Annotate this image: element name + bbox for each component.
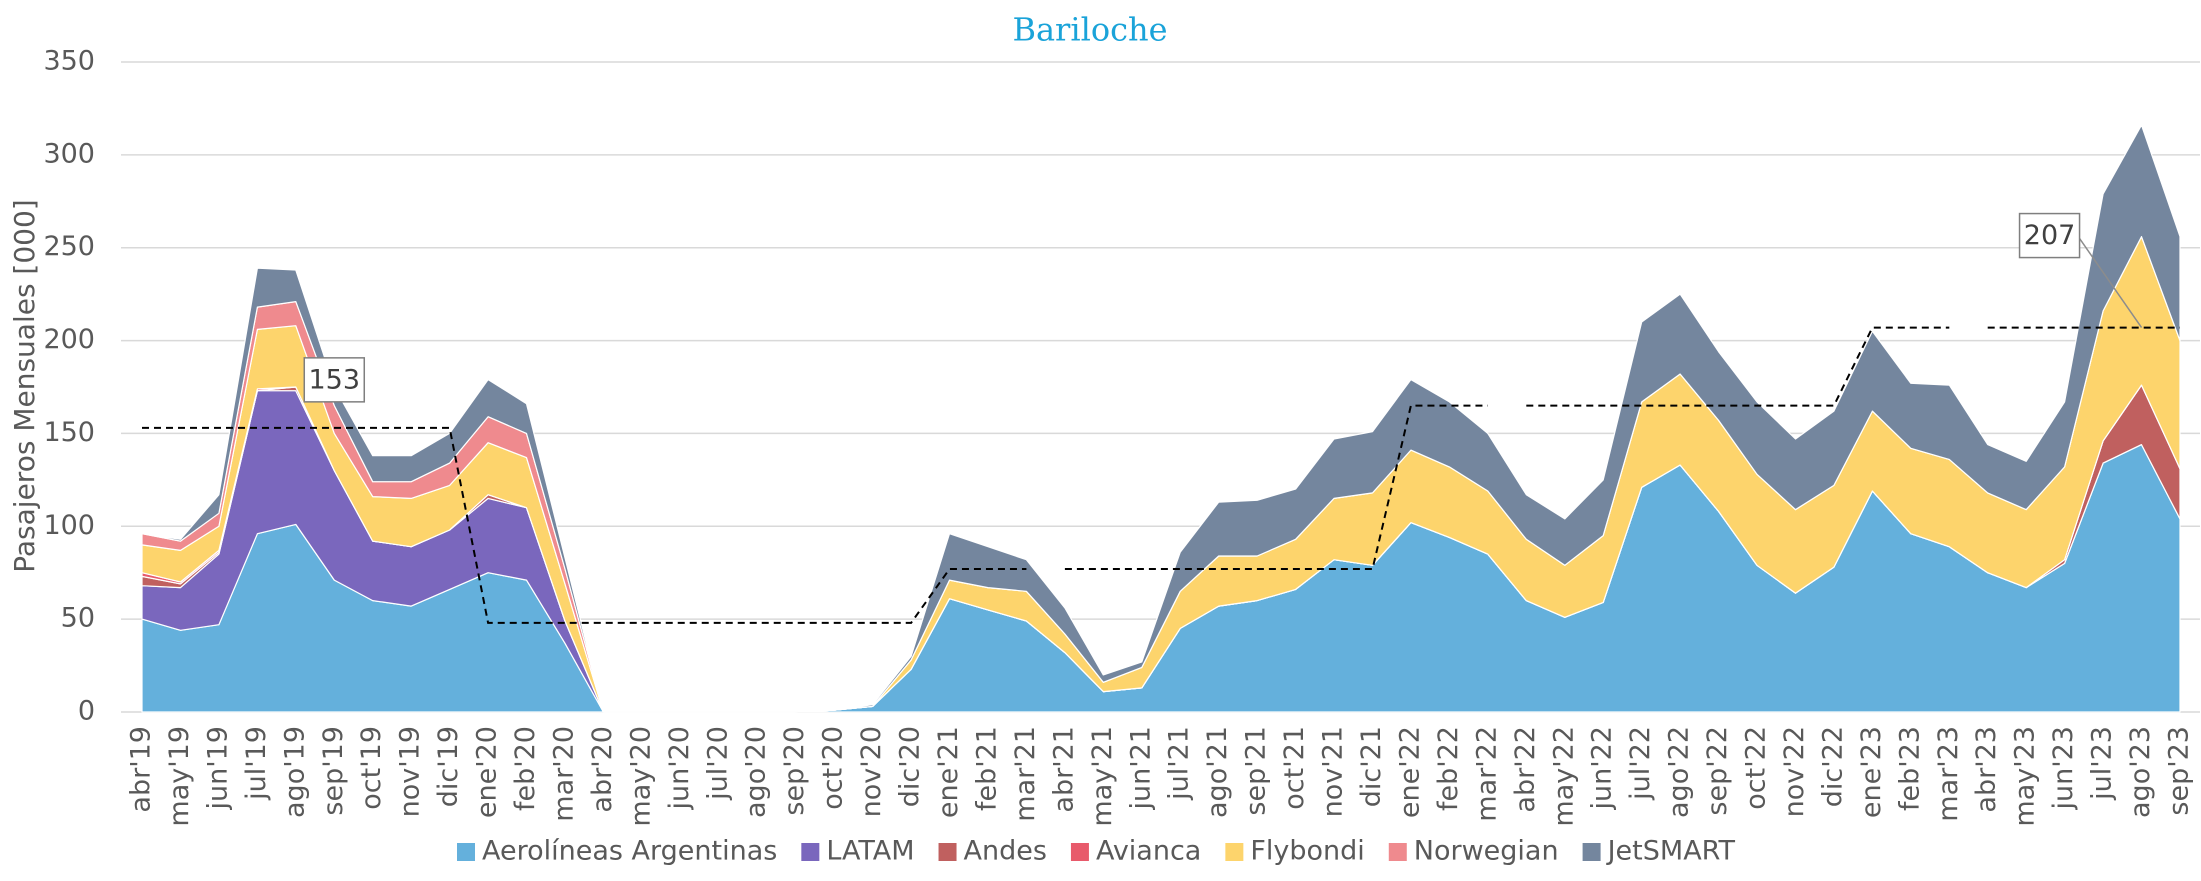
x-tick-label: jun'19 — [202, 726, 233, 811]
x-tick-label: sep'22 — [1702, 726, 1733, 816]
x-tick-label: sep'23 — [2164, 726, 2195, 816]
x-tick-label: oct'19 — [356, 726, 387, 810]
x-tick-label: feb'22 — [1433, 726, 1464, 811]
x-tick-label: oct'21 — [1279, 726, 1310, 810]
x-tick-label: mar'21 — [1010, 726, 1041, 822]
x-tick-label: abr'21 — [1048, 726, 1079, 813]
legend-label: Aerolíneas Argentinas — [482, 836, 777, 867]
x-tick-label: oct'22 — [1741, 726, 1772, 810]
x-tick-label: dic'22 — [1817, 726, 1848, 807]
x-tick-label: abr'20 — [587, 726, 618, 813]
legend-swatch — [1070, 843, 1089, 861]
x-tick-label: nov'20 — [856, 726, 887, 817]
y-tick-label: 0 — [78, 696, 95, 727]
legend-label: Norwegian — [1414, 836, 1559, 867]
x-tick-label: jun'20 — [664, 726, 695, 811]
x-tick-label: may'20 — [625, 726, 656, 827]
x-tick-label: ene'23 — [1856, 726, 1887, 818]
annotation-box — [303, 357, 366, 403]
legend-swatch — [457, 843, 475, 861]
y-tick-label: 100 — [43, 510, 95, 541]
x-tick-label: sep'21 — [1241, 726, 1272, 816]
x-tick-label: may'23 — [2010, 726, 2041, 827]
area — [141, 124, 2181, 713]
x-tick-label: sep'20 — [779, 726, 810, 816]
legend-swatch — [1225, 843, 1244, 861]
x-tick-label: dic'19 — [433, 726, 464, 807]
y-tick-label: 200 — [43, 324, 95, 355]
y-tick-label: 350 — [43, 46, 95, 77]
y-tick-label: 50 — [61, 603, 95, 634]
x-tick-label: nov'21 — [1318, 726, 1349, 817]
x-tick-label: ene'22 — [1394, 726, 1425, 818]
x-tick-label: abr'23 — [1971, 726, 2002, 813]
annotation-label: 153 — [308, 364, 360, 395]
chart-title: Bariloche — [1012, 11, 1167, 49]
x-tick-label: ene'21 — [933, 726, 964, 818]
reference-line — [1064, 404, 1488, 570]
x-tick-label: jun'23 — [2048, 726, 2079, 811]
x-tick-label: ago'22 — [1664, 726, 1695, 818]
legend-label: JetSMART — [1606, 836, 1736, 867]
x-tick-label: feb'23 — [1894, 726, 1925, 811]
x-tick-label: dic'21 — [1356, 726, 1387, 807]
annotation-label: 207 — [2024, 220, 2076, 251]
reference-line — [142, 426, 1027, 624]
legend-swatch — [801, 843, 820, 861]
legend: Aerolíneas Argentinas LATAM Andes Avianca Fl… — [457, 836, 1735, 867]
x-tick-label: abr'19 — [126, 726, 157, 813]
y-tick-label: 300 — [43, 138, 95, 169]
legend-label: Flybondi — [1250, 836, 1364, 867]
x-tick-label: mar'20 — [549, 726, 580, 822]
x-tick-label: ago'20 — [741, 726, 772, 818]
y-tick-label: 250 — [43, 231, 95, 262]
x-tick-label: nov'19 — [395, 726, 426, 817]
x-tick-label: ago'23 — [2125, 726, 2156, 818]
x-tick-label: jul'19 — [241, 726, 272, 801]
legend-swatch — [1582, 843, 1601, 861]
x-tick-label: jun'21 — [1125, 726, 1156, 811]
x-tick-label: mar'23 — [1933, 726, 1964, 822]
x-tick-label: ago'19 — [279, 726, 310, 818]
x-tick-label: ene'20 — [472, 726, 503, 818]
x-tick-label: jul'20 — [702, 726, 733, 801]
legend-label: LATAM — [826, 836, 914, 867]
x-tick-label: may'21 — [1087, 726, 1118, 827]
x-tick-label: mar'22 — [1471, 726, 1502, 822]
annotation-box — [2018, 212, 2081, 259]
annotation-leader — [2076, 235, 2143, 328]
x-tick-label: jul'21 — [1164, 726, 1195, 801]
x-tick-label: ago'21 — [1202, 726, 1233, 818]
y-axis-title: Pasajeros Mensuales [000] — [8, 199, 41, 572]
x-tick-label: jul'22 — [1625, 726, 1656, 801]
legend-label: Andes — [964, 836, 1047, 867]
x-tick-label: abr'22 — [1510, 726, 1541, 813]
legend-label: Avianca — [1096, 836, 1201, 867]
x-tick-label: jun'22 — [1587, 726, 1618, 811]
x-tick-label: sep'19 — [318, 726, 349, 816]
x-tick-label: feb'20 — [510, 726, 541, 811]
reference-line — [1526, 326, 1950, 407]
x-tick-label: jul'23 — [2087, 726, 2118, 801]
x-tick-label: may'19 — [164, 726, 195, 827]
x-tick-label: oct'20 — [818, 726, 849, 810]
x-tick-label: nov'22 — [1779, 726, 1810, 817]
x-tick-label: dic'20 — [895, 726, 926, 807]
legend-swatch — [938, 843, 957, 861]
legend-swatch — [1388, 843, 1407, 861]
y-tick-label: 150 — [43, 417, 95, 448]
x-tick-label: feb'21 — [972, 726, 1003, 811]
x-tick-label: may'22 — [1548, 726, 1579, 827]
